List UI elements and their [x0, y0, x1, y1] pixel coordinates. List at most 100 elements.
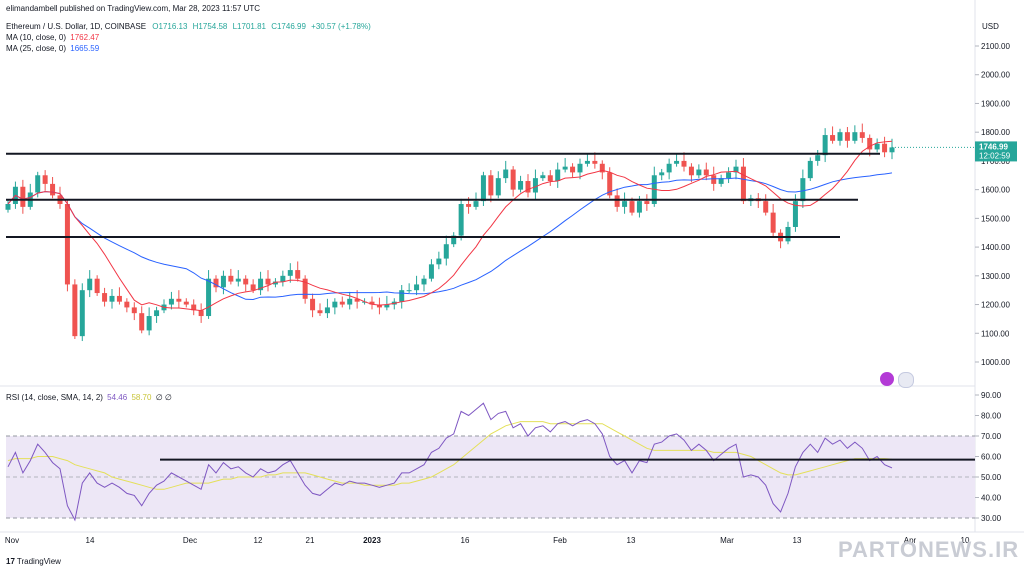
- candle-body: [206, 278, 212, 317]
- candle-body: [243, 278, 249, 285]
- candle-body: [711, 175, 717, 184]
- candle-body: [35, 175, 41, 193]
- price-tick-label: 2000.00: [981, 71, 1010, 80]
- candle-body: [510, 169, 516, 190]
- candle-body: [376, 304, 382, 308]
- candle-body: [629, 201, 635, 213]
- time-tick-label: Apr: [904, 536, 917, 545]
- candle-body: [726, 172, 732, 179]
- tradingview-logo[interactable]: 17 TradingView: [6, 557, 61, 566]
- candle-body: [844, 132, 850, 141]
- candle-body: [176, 298, 182, 302]
- candle-body: [399, 290, 405, 302]
- candle-body: [570, 166, 576, 173]
- candle-body: [414, 284, 420, 291]
- candle-body: [792, 201, 798, 227]
- ma10-legend[interactable]: MA (10, close, 0) 1762.47: [6, 33, 99, 42]
- candle-body: [154, 310, 160, 317]
- candle-body: [607, 172, 613, 196]
- ohlc-change: +30.57 (+1.78%): [311, 22, 371, 31]
- candle-body: [87, 278, 93, 291]
- rsi-tick-label: 40.00: [981, 494, 1002, 503]
- candle-body: [443, 244, 449, 259]
- candle-body: [599, 163, 605, 173]
- candle-body: [302, 278, 308, 299]
- price-tick-label: 1800.00: [981, 128, 1010, 137]
- candle-body: [770, 212, 776, 233]
- price-tick-label: 1400.00: [981, 243, 1010, 252]
- candle-body: [659, 172, 665, 176]
- time-tick-label: Feb: [553, 536, 567, 545]
- candle-body: [265, 278, 271, 285]
- candle-body: [168, 298, 174, 305]
- candle-body: [451, 235, 457, 245]
- candle-body: [339, 301, 345, 305]
- candle-body: [183, 301, 189, 305]
- flash-icon[interactable]: [880, 372, 894, 386]
- candle-body: [102, 293, 108, 302]
- candle-body: [785, 226, 791, 242]
- candle-body: [480, 175, 486, 202]
- candle-body: [20, 186, 26, 207]
- candle-body: [384, 304, 390, 308]
- ma10-line: [7, 140, 893, 312]
- candle-body: [740, 166, 746, 202]
- candle-body: [525, 181, 531, 193]
- candle-body: [406, 290, 412, 292]
- candle-body: [272, 281, 278, 285]
- time-tick-label: 21: [306, 536, 315, 545]
- symbol-legend[interactable]: Ethereum / U.S. Dollar, 1D, COINBASE O17…: [6, 22, 371, 31]
- candle-body: [518, 181, 524, 190]
- candle-body: [109, 295, 115, 302]
- candle-body: [473, 201, 479, 207]
- candle-body: [428, 264, 434, 279]
- candle-body: [503, 169, 509, 179]
- candle-body: [815, 155, 821, 161]
- candle-body: [584, 160, 590, 164]
- candle-body: [852, 132, 858, 141]
- rsi-tick-label: 50.00: [981, 473, 1002, 482]
- candle-body: [636, 201, 642, 213]
- rsi-ma-line: [7, 421, 893, 490]
- time-tick-label: 2023: [363, 536, 381, 545]
- time-tick-label: 10: [961, 536, 970, 545]
- ma25-legend[interactable]: MA (25, close, 0) 1665.59: [6, 44, 99, 53]
- candle-body: [42, 175, 48, 184]
- rsi-legend[interactable]: RSI (14, close, SMA, 14, 2) 54.46 58.70 …: [6, 393, 172, 402]
- candle-body: [532, 178, 538, 193]
- flag-icon[interactable]: [898, 372, 914, 388]
- tv-brand: TradingView: [16, 557, 61, 566]
- price-tick-label: 1900.00: [981, 99, 1010, 108]
- candle-body: [688, 166, 694, 176]
- candle-body: [139, 313, 145, 331]
- candle-body: [830, 135, 836, 141]
- candle-body: [258, 278, 264, 291]
- candle-body: [859, 132, 865, 138]
- candle-body: [317, 310, 323, 314]
- time-tick-label: 14: [86, 536, 95, 545]
- rsi-label: RSI (14, close, SMA, 14, 2): [6, 393, 103, 402]
- candle-body: [666, 163, 672, 173]
- candle-body: [488, 175, 494, 196]
- candle-body: [220, 275, 226, 288]
- symbol-title: Ethereum / U.S. Dollar, 1D, COINBASE: [6, 22, 147, 31]
- rsi-tick-label: 90.00: [981, 391, 1002, 400]
- price-tick-label: 1500.00: [981, 214, 1010, 223]
- candle-body: [614, 195, 620, 207]
- price-tick-label: 1000.00: [981, 358, 1010, 367]
- candle-body: [807, 160, 813, 179]
- candle-body: [540, 175, 546, 179]
- watermark: PARTONEWS.IR: [838, 537, 1020, 562]
- ma10-value: 1762.47: [70, 33, 100, 42]
- rsi-tick-label: 80.00: [981, 412, 1002, 421]
- candle-body: [562, 166, 568, 170]
- candle-body: [280, 275, 286, 282]
- candle-body: [421, 278, 427, 285]
- time-tick-label: Nov: [5, 536, 19, 545]
- ohlc-open: O1716.13: [152, 22, 188, 31]
- price-tick-label: 1300.00: [981, 272, 1010, 281]
- candle-body: [703, 169, 709, 176]
- time-tick-label: Mar: [720, 536, 734, 545]
- rsi-tick-label: 30.00: [981, 514, 1002, 523]
